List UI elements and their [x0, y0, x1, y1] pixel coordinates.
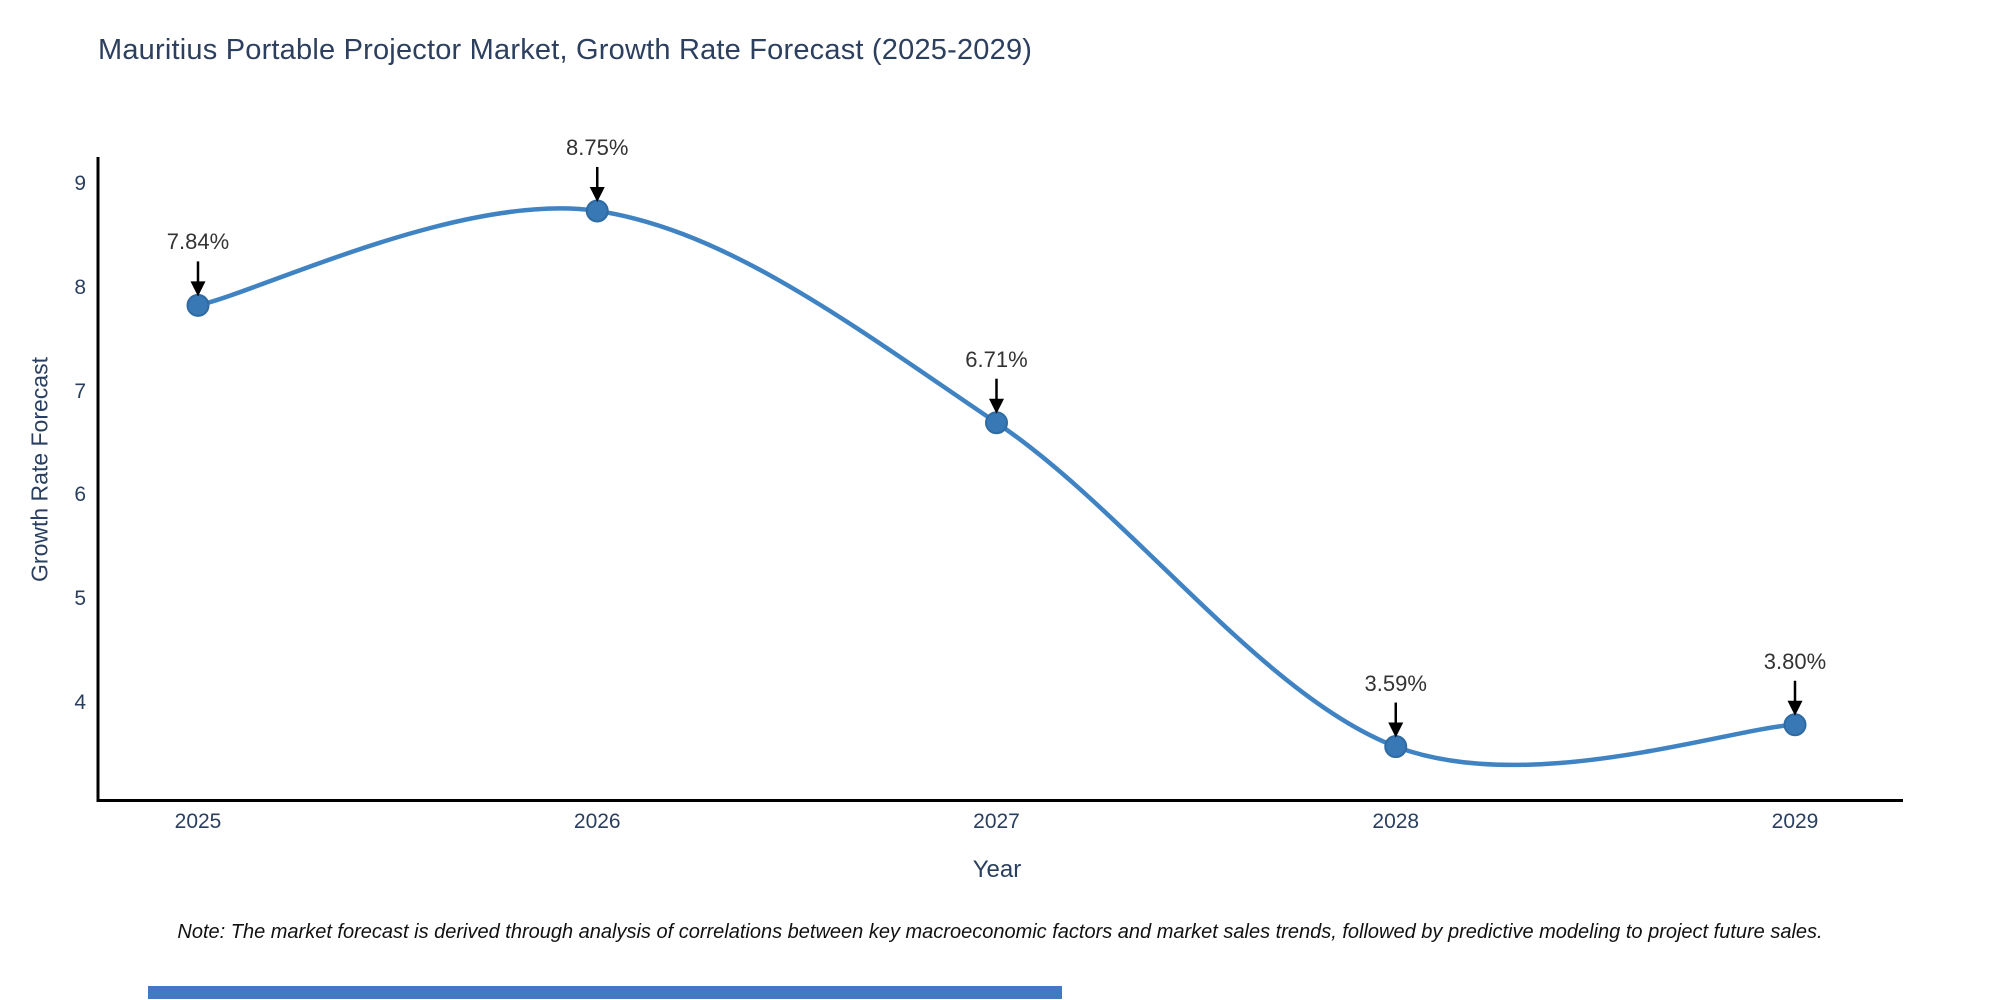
footer-accent-bar	[148, 986, 1062, 999]
x-tick-label: 2029	[1771, 810, 1819, 833]
x-axis-title: Year	[972, 856, 1022, 883]
y-tick-label: 4	[74, 691, 86, 714]
y-tick-label: 5	[74, 587, 86, 611]
data-point-value-label: 8.75%	[566, 134, 629, 160]
data-point-value-label: 3.80%	[1763, 648, 1827, 674]
data-point-value-label: 6.71%	[965, 346, 1028, 372]
y-tick-label: 6	[74, 483, 86, 507]
x-tick-label: 2025	[174, 810, 222, 833]
x-tick-label: 2028	[1372, 810, 1420, 833]
x-tick-label: 2026	[573, 810, 621, 833]
footnote-text: Note: The market forecast is derived thr…	[177, 921, 1823, 943]
y-tick-label: 7	[74, 379, 86, 403]
data-point-value-label: 7.84%	[166, 229, 230, 255]
data-point-value-label: 3.59%	[1364, 670, 1427, 696]
x-tick-label: 2027	[973, 810, 1020, 833]
y-tick-label: 8	[74, 275, 86, 299]
y-tick-label: 9	[74, 172, 86, 195]
chart-title: Mauritius Portable Projector Market, Gro…	[98, 34, 1033, 66]
